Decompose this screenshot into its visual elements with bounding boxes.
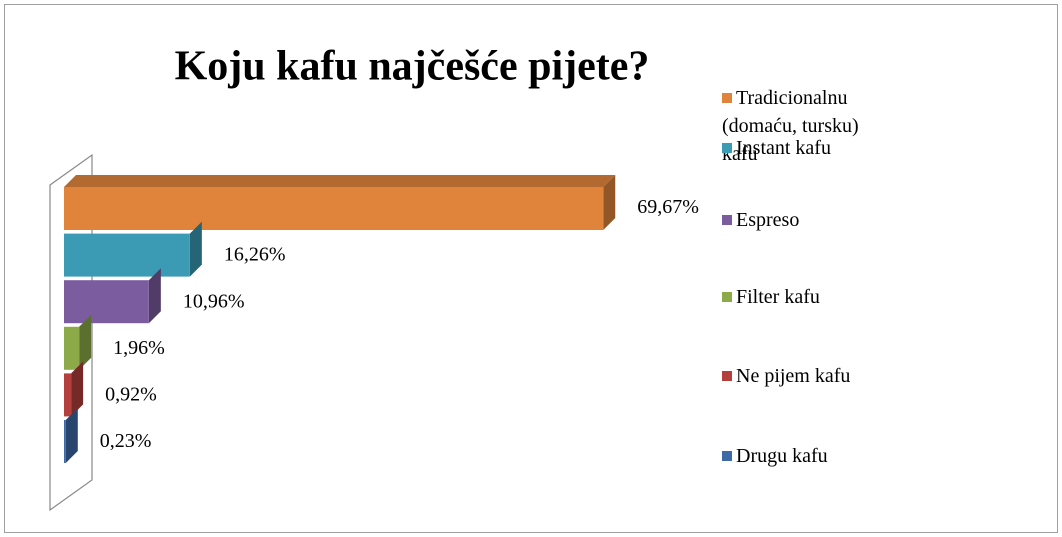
bar-top <box>64 175 616 187</box>
legend-item: Drugu kafu <box>722 442 872 470</box>
legend-item: Instant kafu <box>722 134 872 162</box>
legend-swatch <box>722 143 732 153</box>
chart-border <box>4 4 1058 533</box>
legend-item: Espreso <box>722 206 872 234</box>
back-wall <box>49 153 93 512</box>
bar <box>64 326 80 370</box>
legend-label: Ne pijem kafu <box>736 365 851 387</box>
legend-item: Filter kafu <box>722 283 872 311</box>
bar-side <box>148 268 161 324</box>
bar <box>64 373 72 417</box>
value-label: 1,96% <box>113 337 165 359</box>
legend-swatch <box>722 93 732 103</box>
value-label: 0,23% <box>100 430 152 452</box>
value-label: 0,92% <box>105 383 157 405</box>
legend-label: Drugu kafu <box>736 445 828 467</box>
value-label: 10,96% <box>183 290 245 312</box>
legend-swatch <box>722 371 732 381</box>
bar-side <box>79 314 92 370</box>
bar <box>64 187 604 230</box>
bar-side <box>65 408 78 463</box>
legend-label: Filter kafu <box>736 286 820 308</box>
legend-swatch <box>722 292 732 302</box>
bar-side <box>603 175 616 230</box>
bar <box>64 233 190 277</box>
bar-side <box>71 361 84 417</box>
value-label: 16,26% <box>224 244 286 266</box>
legend-label: Espreso <box>736 209 800 231</box>
legend-label: Instant kafu <box>736 137 831 159</box>
bar <box>64 420 66 463</box>
bar <box>64 280 149 324</box>
legend-swatch <box>722 215 732 225</box>
value-label: 69,67% <box>637 196 699 218</box>
legend-item: Ne pijem kafu <box>722 362 872 390</box>
legend-swatch <box>722 451 732 461</box>
chart-title: Koju kafu najčešće pijete? <box>175 44 650 90</box>
bar-side <box>189 221 202 277</box>
